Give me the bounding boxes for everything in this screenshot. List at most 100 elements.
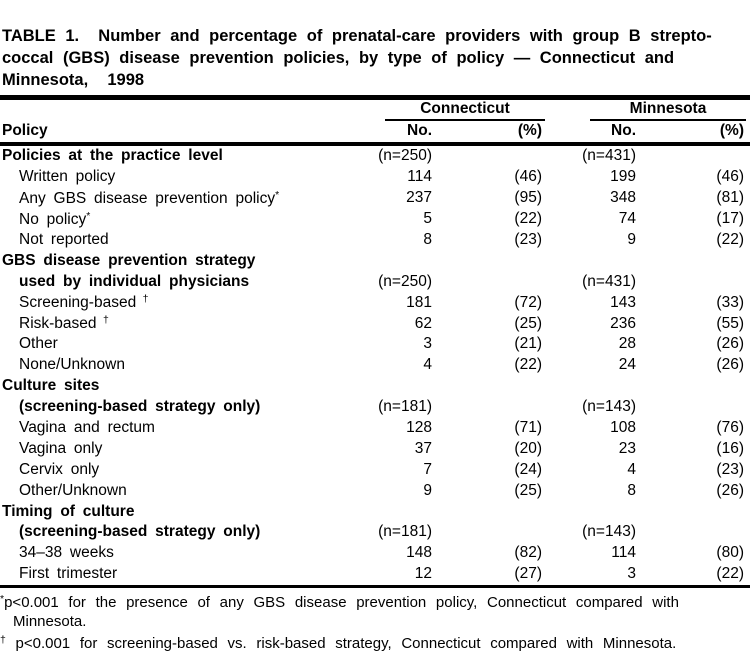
cell-connecticut-pct: (21) (514, 335, 542, 353)
cell-minnesota-pct: (26) (716, 335, 744, 353)
cell-connecticut-no: 114 (407, 168, 432, 186)
connecticut-no-header: No. (407, 122, 432, 139)
row-label-text: Vagina and rectum (19, 419, 155, 437)
top-rule (0, 95, 750, 100)
cell-minnesota-no: (n=143) (582, 398, 636, 416)
cell-connecticut-pct: (24) (514, 460, 542, 478)
cell-minnesota-pct: (33) (716, 293, 744, 311)
row-label-text: Cervix only (19, 460, 100, 478)
row-label: Other (0, 335, 352, 353)
table-row: No policy* 5 (22) 74 (17) (0, 209, 750, 230)
cell-connecticut-pct: (22) (514, 210, 542, 228)
minnesota-no-header: No. (611, 122, 636, 139)
cell-connecticut-no: 5 (423, 210, 432, 228)
cell-connecticut-no: 3 (423, 335, 432, 353)
row-label-text: Screening-based (19, 294, 137, 312)
cell-minnesota-no: 28 (618, 335, 636, 353)
row-label: (screening-based strategy only) (0, 523, 352, 541)
footnote-symbol: † (0, 634, 6, 647)
cell-minnesota-no: 143 (610, 293, 636, 311)
cell-connecticut-pct: (22) (514, 356, 542, 374)
cell-connecticut-pct: (95) (514, 189, 542, 207)
cell-minnesota-no: 348 (610, 189, 636, 207)
cell-minnesota-no: (n=431) (582, 272, 636, 290)
cell-minnesota-no: 236 (610, 314, 636, 332)
row-label: Timing of culture (0, 503, 352, 521)
row-footnote-marker: † (136, 293, 149, 306)
row-label-text: Vagina only (19, 439, 103, 457)
cell-minnesota-pct: (80) (716, 544, 744, 562)
cell-connecticut-pct: (27) (514, 565, 542, 583)
row-label: used by individual physicians (0, 273, 352, 291)
connecticut-group-label: Connecticut (385, 100, 545, 121)
cell-minnesota-no: 108 (610, 419, 636, 437)
row-label: 34–38 weeks (0, 544, 352, 562)
cell-minnesota-pct: (76) (716, 419, 744, 437)
cell-connecticut-pct: (25) (514, 481, 542, 499)
table-row: Risk-based † 62 (25) 236 (55) (0, 313, 750, 334)
cell-minnesota-no: (n=143) (582, 523, 636, 541)
row-label-text: First trimester (19, 565, 118, 583)
table-row: Any GBS disease prevention policy* 237 (… (0, 188, 750, 209)
cell-connecticut-no: 37 (414, 439, 432, 457)
row-label: Culture sites (0, 377, 352, 395)
cell-connecticut-no: 4 (423, 356, 432, 374)
table-row: First trimester 12 (27) 3 (22) (0, 564, 750, 585)
row-label: Policies at the practice level (0, 147, 352, 165)
row-label: Screening-based † (0, 293, 352, 312)
cell-connecticut-pct: (25) (514, 314, 542, 332)
cell-minnesota-no: 24 (618, 356, 636, 374)
minnesota-group-label: Minnesota (590, 100, 746, 121)
cell-connecticut-no: (n=250) (378, 147, 432, 165)
row-label-text: Culture sites (2, 377, 100, 395)
cell-minnesota-pct: (16) (716, 439, 744, 457)
cell-minnesota-pct: (23) (716, 460, 744, 478)
row-label-text: Timing of culture (2, 502, 135, 520)
row-label-text: Risk-based (19, 315, 97, 333)
cell-minnesota-no: 199 (610, 168, 636, 186)
table-row: Timing of culture (0, 501, 750, 522)
row-label: Other/Unknown (0, 482, 352, 500)
table-row: Other/Unknown 9 (25) 8 (26) (0, 480, 750, 501)
row-label-text: used by individual physicians (19, 272, 250, 290)
cell-connecticut-no: (n=181) (378, 523, 432, 541)
row-label: GBS disease prevention strategy (0, 252, 352, 270)
minnesota-group-header: Minnesota (542, 100, 746, 121)
bottom-rule (0, 584, 750, 589)
row-label: Vagina only (0, 440, 352, 458)
row-footnote-marker: † (96, 314, 109, 327)
table-title: TABLE 1. Number and percentage of prenat… (0, 0, 750, 95)
row-label: Cervix only (0, 461, 352, 479)
cell-minnesota-no: (n=431) (582, 147, 636, 165)
cell-connecticut-no: (n=250) (378, 272, 432, 290)
table-row: 34–38 weeks 148 (82) 114 (80) (0, 543, 750, 564)
table-row: used by individual physicians (n=250) (n… (0, 271, 750, 292)
table-row: (screening-based strategy only) (n=181) … (0, 397, 750, 418)
footnote-text: p<0.001 for the presence of any GBS dise… (4, 594, 679, 630)
row-label-text: No policy (19, 210, 87, 228)
cell-connecticut-no: 8 (423, 231, 432, 248)
table-row: Vagina only 37 (20) 23 (16) (0, 438, 750, 459)
cell-connecticut-no: 128 (406, 419, 432, 437)
row-label-text: Policies at the practice level (2, 147, 223, 165)
cell-minnesota-no: 74 (618, 210, 636, 228)
row-label: Not reported (0, 231, 352, 249)
minnesota-pct-header: (%) (719, 122, 744, 139)
column-group-row: Connecticut Minnesota (0, 100, 750, 121)
row-label: Written policy (0, 168, 352, 186)
cell-connecticut-no: (n=181) (378, 398, 432, 416)
footnote-text: p<0.001 for screening-based vs. risk-bas… (5, 635, 677, 653)
row-label-text: 34–38 weeks (19, 544, 114, 562)
title-line-1: TABLE 1. Number and percentage of prenat… (2, 27, 712, 45)
cell-minnesota-pct: (46) (716, 168, 744, 186)
table-row: Culture sites (0, 376, 750, 397)
cell-minnesota-no: 3 (627, 565, 636, 583)
row-label: Vagina and rectum (0, 419, 352, 437)
row-label: (screening-based strategy only) (0, 398, 352, 416)
table-header: Connecticut Minnesota Policy No. (%) No.… (0, 100, 750, 142)
cell-connecticut-pct: (23) (514, 231, 542, 248)
cell-connecticut-no: 12 (414, 565, 432, 583)
footnote: † p<0.001 for screening-based vs. risk-b… (0, 631, 750, 654)
policy-column-header: Policy (2, 122, 48, 139)
table-row: (screening-based strategy only) (n=181) … (0, 522, 750, 543)
